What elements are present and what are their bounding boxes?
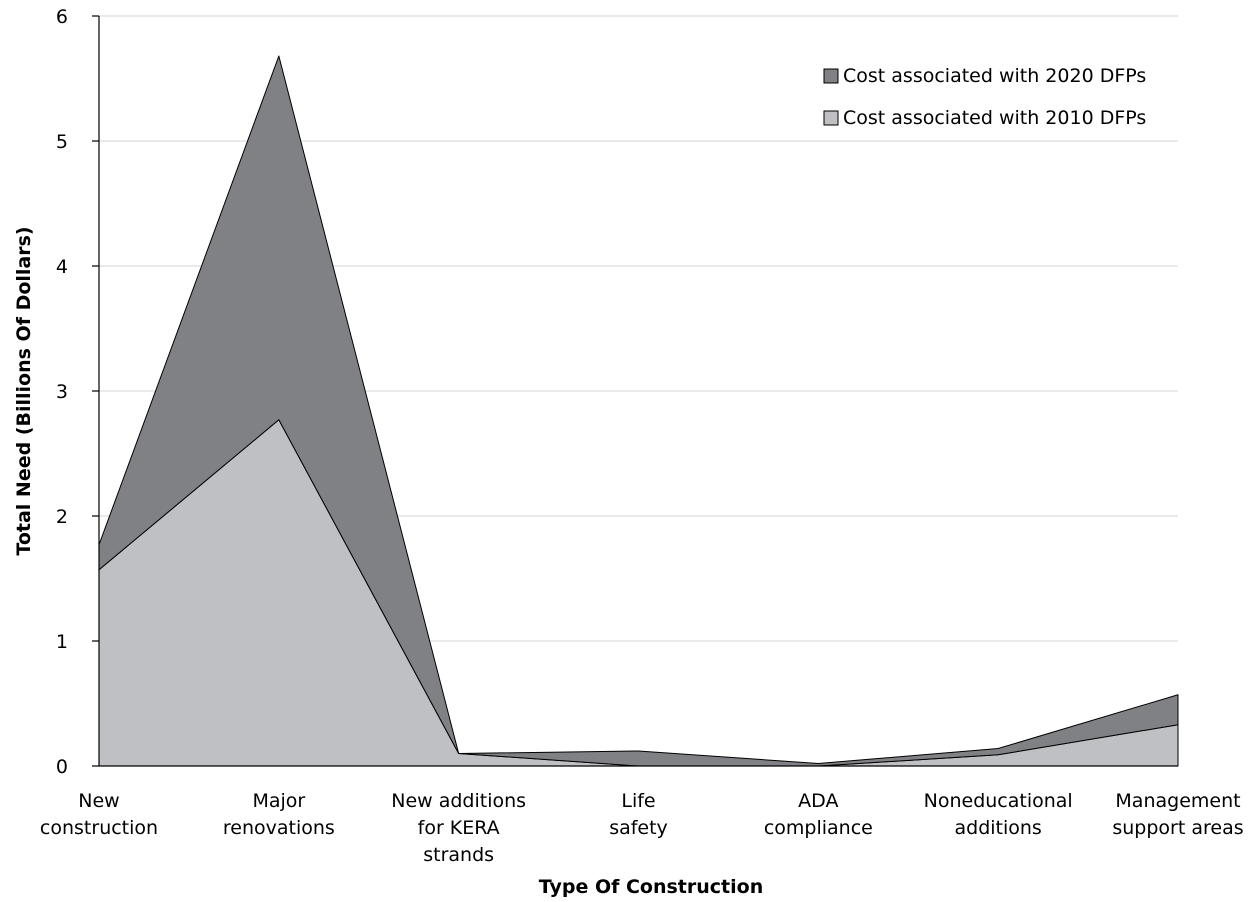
y-tick-label: 6 (56, 6, 68, 28)
axes (92, 15, 1178, 767)
y-tick-label: 1 (56, 631, 68, 653)
area-series-2 (98, 55, 1179, 767)
x-tick-label: New construction (40, 790, 158, 839)
y-tick-label: 0 (56, 756, 68, 778)
y-tick-label: 2 (56, 506, 68, 528)
x-tick-label: ADA compliance (764, 790, 873, 839)
legend-swatch (823, 68, 839, 84)
legend: Cost associated with 2020 DFPs Cost assoc… (823, 65, 1146, 129)
x-axis-title: Type Of Construction (539, 876, 763, 898)
x-tick-label: Management support areas (1112, 790, 1243, 839)
plot-areas (98, 55, 1179, 767)
y-tick-label: 5 (56, 131, 68, 153)
x-tick-label: Major renovations (223, 790, 335, 839)
x-tick-label: Noneducational additions (924, 790, 1073, 839)
area-series-1 (98, 419, 1179, 767)
legend-label: Cost associated with 2020 DFPs (843, 65, 1146, 87)
x-tick-label: Life safety (609, 790, 668, 839)
x-tick-labels: New construction Major renovations New addit… (40, 790, 1244, 866)
x-tick-label: New additions for KERA strands (391, 790, 526, 866)
y-tick-labels: 0 1 2 3 4 5 6 (56, 6, 68, 778)
y-axis-title: Total Need (Billions Of Dollars) (13, 226, 35, 555)
legend-swatch (823, 110, 839, 126)
y-tick-label: 3 (56, 381, 68, 403)
y-tick-label: 4 (56, 256, 68, 278)
legend-label: Cost associated with 2010 DFPs (843, 107, 1146, 129)
